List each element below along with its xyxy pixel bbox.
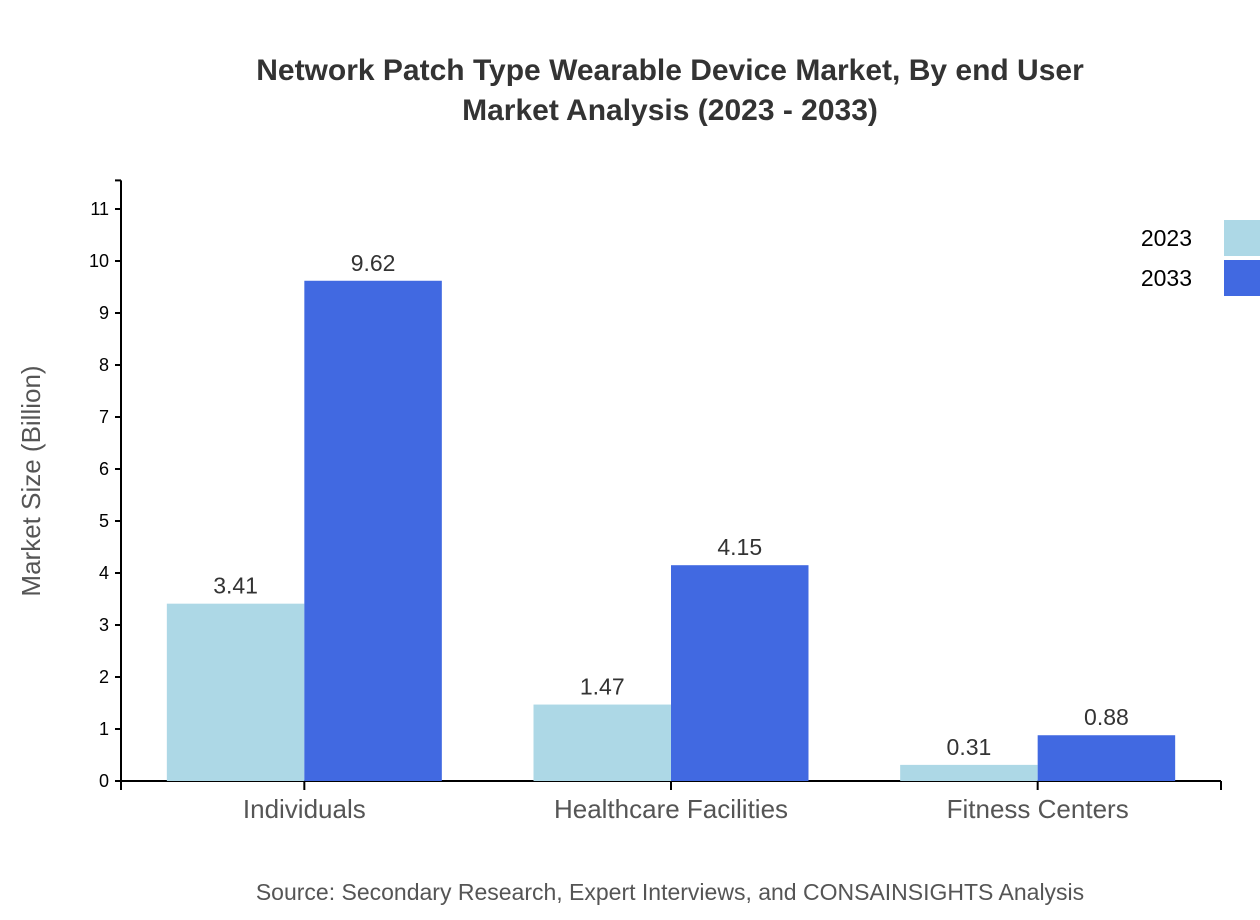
y-tick-label: 11 bbox=[90, 199, 109, 219]
y-axis-label: Market Size (Billion) bbox=[16, 365, 46, 596]
y-tick-label: 7 bbox=[99, 407, 109, 427]
y-tick-label: 0 bbox=[99, 771, 109, 791]
chart-title-line-2: Market Analysis (2023 - 2033) bbox=[462, 94, 878, 127]
legend-label: 2023 bbox=[1141, 225, 1192, 251]
source-note: Source: Secondary Research, Expert Inter… bbox=[256, 879, 1084, 905]
data-label: 9.62 bbox=[351, 250, 396, 276]
legend-label: 2033 bbox=[1141, 265, 1192, 291]
y-tick-label: 1 bbox=[99, 719, 109, 739]
bar-2023 bbox=[533, 704, 671, 781]
data-label: 3.41 bbox=[213, 573, 258, 599]
bar-2033 bbox=[1037, 735, 1176, 781]
y-tick-label: 4 bbox=[99, 563, 109, 583]
y-tick-label: 10 bbox=[89, 251, 109, 271]
x-tick-label: Individuals bbox=[243, 794, 366, 824]
y-tick-label: 2 bbox=[99, 667, 109, 687]
legend-swatch-2023 bbox=[1224, 220, 1260, 256]
bar-2023 bbox=[900, 764, 1038, 781]
y-tick-label: 5 bbox=[99, 511, 109, 531]
bar-2033 bbox=[304, 280, 442, 781]
legend-swatch-2033 bbox=[1224, 260, 1260, 296]
bar-2033 bbox=[671, 565, 809, 781]
x-tick-label: Fitness Centers bbox=[947, 794, 1129, 824]
chart-title-line-1: Network Patch Type Wearable Device Marke… bbox=[256, 54, 1084, 87]
data-label: 0.31 bbox=[947, 734, 992, 760]
y-tick-label: 8 bbox=[99, 355, 109, 375]
data-label: 4.15 bbox=[717, 534, 762, 560]
y-tick-label: 6 bbox=[99, 459, 109, 479]
bar-2023 bbox=[166, 603, 305, 781]
x-tick-label: Healthcare Facilities bbox=[554, 794, 788, 824]
y-tick-label: 9 bbox=[99, 303, 109, 323]
data-label: 1.47 bbox=[580, 674, 625, 700]
data-label: 0.88 bbox=[1084, 704, 1129, 730]
y-tick-label: 3 bbox=[99, 615, 109, 635]
